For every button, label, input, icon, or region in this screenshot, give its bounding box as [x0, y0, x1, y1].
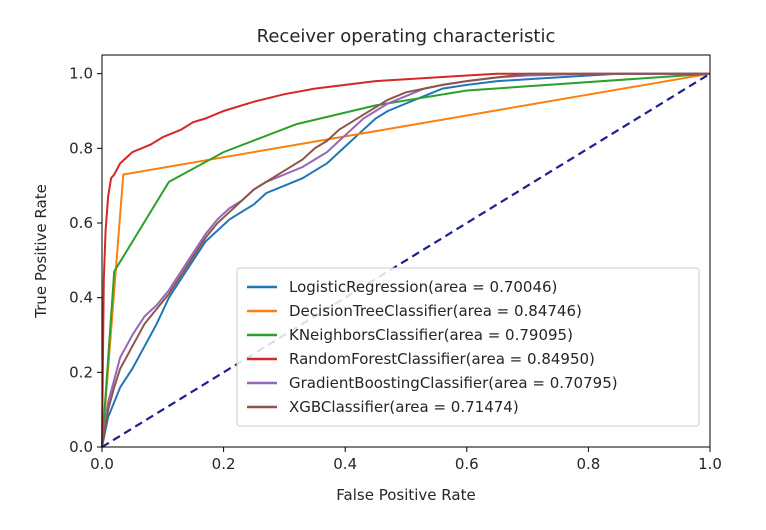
x-axis: 0.0 0.2 0.4 0.6 0.8 1.0: [90, 447, 722, 473]
legend-entry: GradientBoostingClassifier(area = 0.7079…: [289, 374, 618, 392]
series-line-3: [101, 72, 710, 448]
y-tick-label: 0.4: [69, 289, 93, 307]
x-tick-label: 1.0: [698, 455, 722, 473]
legend-entry: DecisionTreeClassifier(area = 0.84746): [289, 302, 582, 320]
series-line-0: [101, 72, 710, 448]
legend-box: [236, 267, 700, 427]
x-tick-label: 0.0: [90, 455, 114, 473]
y-axis: 0.0 0.2 0.4 0.6 0.8 1.0: [69, 65, 102, 456]
legend-entry: RandomForestClassifier(area = 0.84950): [289, 350, 595, 368]
y-tick-label: 0.8: [69, 139, 93, 157]
chart-title: Receiver operating characteristic: [257, 26, 556, 47]
y-tick-label: 0.2: [69, 363, 93, 381]
y-tick-label: 0.0: [69, 438, 93, 456]
x-axis-label: False Positive Rate: [336, 486, 475, 504]
x-tick-label: 0.2: [212, 455, 236, 473]
legend: LogisticRegression(area = 0.70046) Decisi…: [236, 267, 700, 427]
legend-entry: KNeighborsClassifier(area = 0.79095): [289, 326, 573, 344]
plot-lines: [101, 72, 711, 448]
y-axis-label: True Positive Rate: [32, 184, 50, 319]
y-tick-label: 0.6: [69, 214, 93, 232]
series-line-2: [101, 72, 711, 448]
plot-frame: [101, 54, 711, 448]
x-tick-label: 0.6: [455, 455, 479, 473]
x-tick-label: 0.4: [333, 455, 357, 473]
chance-diagonal-line: [101, 72, 711, 448]
series-line-5: [101, 72, 710, 448]
x-tick-label: 0.8: [576, 455, 600, 473]
y-tick-label: 1.0: [69, 65, 93, 83]
legend-entry: XGBClassifier(area = 0.71474): [289, 398, 519, 416]
legend-entry: LogisticRegression(area = 0.70046): [289, 278, 557, 296]
